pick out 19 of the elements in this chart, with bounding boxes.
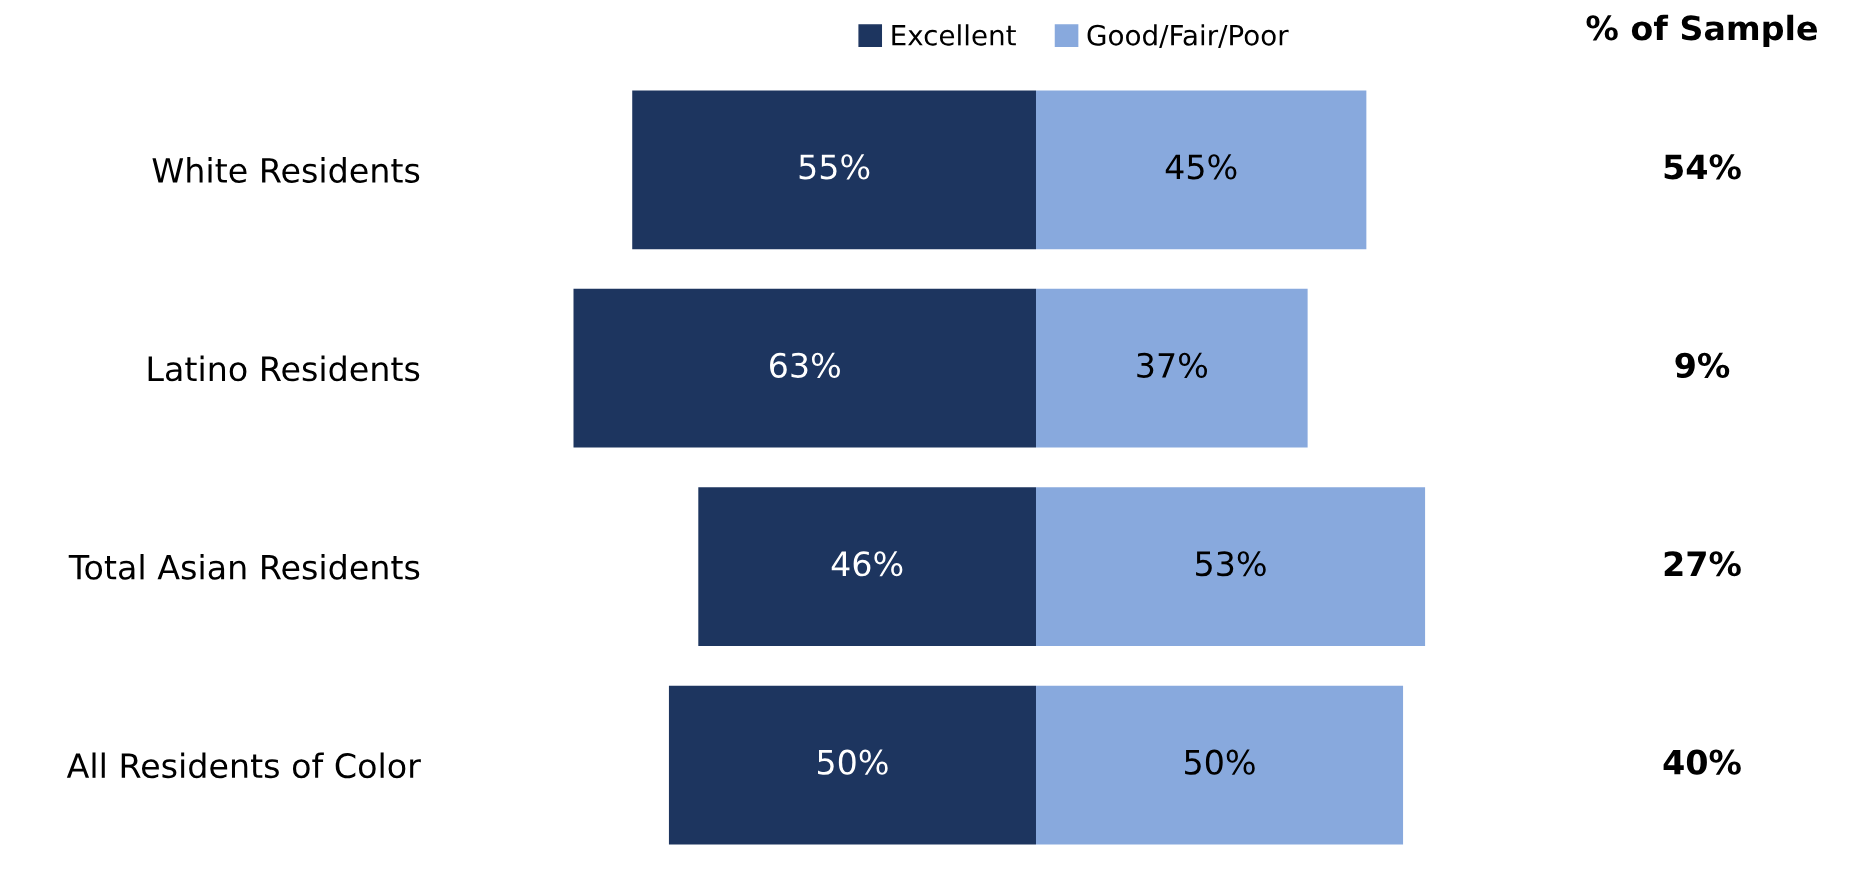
y-tick-label: Latino Residents	[148, 355, 420, 382]
text: 9%	[1675, 352, 1730, 378]
legend-label: Excellent	[892, 24, 1016, 46]
y-tick-label: White Residents	[152, 157, 420, 183]
text: 27%	[1664, 551, 1741, 577]
y-tick-label: All Residents of Color	[66, 752, 421, 779]
data-label: 50%	[1185, 749, 1255, 775]
data-label: 50%	[818, 749, 888, 775]
data-label: 37%	[1137, 352, 1208, 378]
text: 54%	[1664, 154, 1741, 180]
data-label: 55%	[799, 154, 870, 180]
data-label: 53%	[1196, 551, 1266, 577]
data-label: 63%	[770, 352, 840, 378]
text: % of Sample	[1586, 14, 1817, 47]
text: 40%	[1663, 749, 1741, 775]
data-label: 46%	[831, 551, 903, 577]
data-label: 45%	[1165, 154, 1237, 180]
y-tick-label: Total Asian Residents	[68, 554, 420, 580]
legend-label: Good/Fair/Poor	[1087, 24, 1289, 48]
